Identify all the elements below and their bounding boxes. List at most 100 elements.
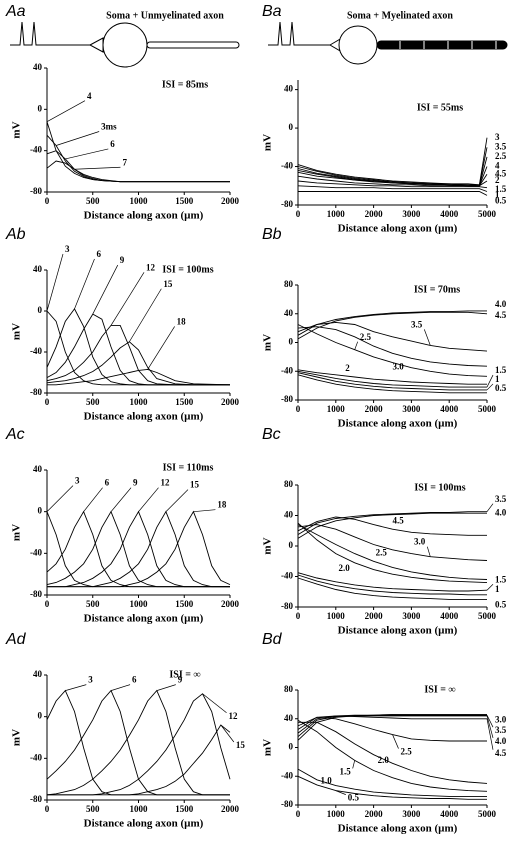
trace-label: 1.5 [339, 767, 351, 777]
leader-line [83, 487, 103, 512]
trace-label: 2 [495, 175, 500, 185]
y-tick-label: 0 [289, 540, 294, 550]
y-tick-label: 40 [33, 264, 43, 274]
y-tick-label: 80 [284, 684, 294, 694]
trace-label: 1.0 [321, 776, 333, 786]
trace-label: 4.5 [495, 310, 507, 320]
trace [46, 511, 230, 588]
annotation: ISI = ∞ [424, 684, 455, 695]
x-axis-title: Distance along axon (µm) [84, 411, 204, 423]
x-tick-label: 0 [45, 599, 50, 609]
panel-label: Aa [5, 3, 26, 20]
trace-label: 1 [495, 584, 500, 594]
y-tick-label: 0 [38, 305, 43, 315]
annotation: ISI = 100ms [162, 264, 213, 275]
trace [297, 713, 487, 734]
panel-label: Ab [5, 226, 26, 243]
x-tick-label: 1000 [327, 404, 346, 414]
x-tick-label: 2000 [221, 804, 240, 814]
trace-label: 12 [146, 262, 156, 272]
y-tick-label: 80 [284, 479, 294, 489]
y-tick-label: 40 [33, 669, 43, 679]
y-tick-label: -40 [30, 752, 42, 762]
trace [297, 185, 488, 192]
y-axis-title: mV [11, 121, 23, 138]
trace-label: 9 [120, 255, 125, 265]
trace-label: 3 [75, 476, 80, 486]
y-tick-label: 0 [289, 742, 294, 752]
y-tick-label: 40 [33, 62, 43, 72]
trace [46, 150, 230, 183]
trace-label: 3.0 [414, 537, 426, 547]
leader-line [110, 487, 132, 512]
x-tick-label: 2000 [365, 404, 384, 414]
x-tick-label: 1000 [327, 611, 346, 621]
trace [47, 510, 230, 588]
trace [46, 313, 230, 386]
x-axis-title: Distance along axon (µm) [338, 223, 458, 235]
x-tick-label: 1000 [327, 209, 346, 219]
y-tick-label: 40 [284, 510, 294, 520]
x-tick-label: 1500 [175, 599, 194, 609]
trace-label: 7 [122, 157, 127, 167]
x-tick-label: 0 [296, 404, 301, 414]
x-tick-label: 0 [45, 397, 50, 407]
leader-line [110, 684, 131, 691]
trace [297, 321, 488, 352]
panel-label: Bd [262, 631, 283, 648]
trace-label: 0.5 [495, 195, 507, 205]
trace [46, 689, 230, 796]
leader-line [486, 374, 494, 388]
trace-label: 2.5 [376, 547, 388, 557]
panel-label: Bb [262, 226, 282, 243]
panel-header: Soma + Unmyelinated axon [106, 10, 224, 21]
leader-line [46, 485, 74, 512]
trace-label: 18 [177, 316, 187, 326]
trace [46, 310, 230, 386]
trace-label: 3.5 [495, 725, 507, 735]
x-tick-label: 0 [45, 196, 50, 206]
panel-label: Ac [5, 426, 25, 443]
y-tick-label: -40 [281, 365, 293, 375]
trace [297, 147, 488, 186]
leader-line [426, 546, 431, 557]
trace [297, 311, 488, 340]
trace-label: 4.5 [393, 515, 405, 525]
x-axis-title: Distance along axon (µm) [338, 625, 458, 637]
y-tick-label: -80 [281, 199, 293, 209]
x-tick-label: 1500 [175, 397, 194, 407]
x-tick-label: 3000 [402, 209, 421, 219]
leader-line [352, 760, 356, 769]
leader-line [354, 341, 359, 350]
y-tick-label: 40 [284, 84, 294, 94]
leader-line [74, 258, 95, 310]
trace-label: 3.0 [393, 361, 405, 371]
leader-line [486, 383, 494, 391]
x-tick-label: 0 [296, 809, 301, 819]
trace [298, 191, 488, 196]
x-tick-label: 4000 [440, 209, 459, 219]
annotation: ISI = 85ms [162, 79, 208, 90]
y-tick-label: -40 [281, 770, 293, 780]
trace-label: 3ms [101, 122, 117, 132]
y-axis-title: mV [262, 334, 274, 351]
trace [297, 574, 487, 596]
y-axis-title: mV [262, 739, 274, 756]
x-axis-title: Distance along axon (µm) [338, 418, 458, 430]
trace-label: 3.5 [495, 494, 507, 504]
trace [46, 324, 230, 386]
y-tick-label: 0 [38, 711, 43, 721]
annotation: ISI = 70ms [414, 284, 460, 295]
y-tick-label: -40 [281, 571, 293, 581]
x-tick-label: 4000 [440, 611, 459, 621]
trace-label: 2.5 [360, 332, 372, 342]
x-tick-label: 5000 [478, 611, 497, 621]
leader-line [220, 724, 235, 743]
trace-label: 15 [163, 279, 173, 289]
x-tick-label: 5000 [478, 404, 497, 414]
y-tick-label: -80 [30, 186, 42, 196]
